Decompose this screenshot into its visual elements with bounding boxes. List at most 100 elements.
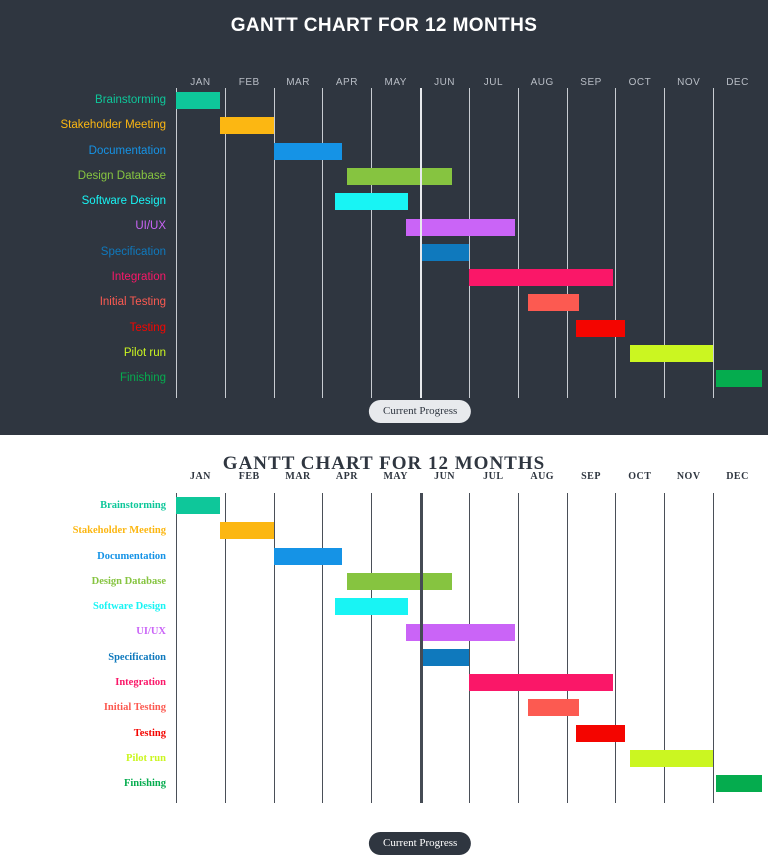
- gantt-row: [176, 594, 762, 619]
- gantt-row: [176, 341, 762, 366]
- gantt-bar-software-design[interactable]: [334, 598, 408, 616]
- gantt-row: [176, 695, 762, 720]
- task-label-initial-testing: Initial Testing: [103, 702, 166, 714]
- month-header-jul: JUL: [483, 77, 504, 88]
- month-header-nov: NOV: [677, 77, 701, 88]
- gantt-bar-stakeholder-meeting[interactable]: [219, 522, 274, 540]
- month-header-may: MAY: [384, 77, 407, 88]
- gantt-row: [176, 493, 762, 518]
- month-header-jan: JAN: [190, 77, 211, 88]
- gantt-bar-finishing[interactable]: [715, 775, 762, 793]
- month-header-sep: SEP: [581, 471, 601, 482]
- task-label-initial-testing: Initial Testing: [99, 296, 166, 309]
- task-label-integration: Integration: [111, 271, 166, 284]
- task-label-column-dark: Brainstorming Stakeholder Meeting Document…: [0, 88, 172, 392]
- gantt-bar-documentation[interactable]: [273, 547, 343, 565]
- month-header-sep: SEP: [580, 77, 602, 88]
- task-label-specification: Specification: [100, 245, 166, 258]
- task-label-software-design: Software Design: [92, 601, 166, 613]
- task-label-brainstorming: Brainstorming: [100, 500, 166, 511]
- month-header-aug: AUG: [530, 471, 555, 482]
- month-axis-dark: JAN FEB MAR APR MAY JUN JUL AUG SEP OCT NOV DEC: [176, 77, 762, 93]
- month-header-dec: DEC: [726, 77, 749, 88]
- month-header-may: MAY: [383, 471, 408, 482]
- task-label-stakeholder-meeting: Stakeholder Meeting: [60, 119, 166, 132]
- gantt-row: [176, 746, 762, 771]
- current-progress-badge-light[interactable]: Current Progress: [369, 832, 472, 855]
- month-header-mar: MAR: [285, 471, 311, 482]
- month-header-mar: MAR: [286, 77, 310, 88]
- gantt-bar-brainstorming[interactable]: [176, 497, 220, 514]
- gantt-row: [176, 569, 762, 594]
- task-label-software-design: Software Design: [81, 195, 166, 208]
- gantt-bar-specification[interactable]: [420, 243, 469, 261]
- gantt-row: [176, 215, 762, 240]
- month-header-jun: JUN: [434, 77, 456, 88]
- task-bar-rows-dark: [176, 88, 762, 398]
- month-header-nov: NOV: [676, 471, 701, 482]
- task-label-brainstorming: Brainstorming: [95, 94, 166, 106]
- gantt-bar-integration[interactable]: [469, 269, 614, 287]
- task-label-finishing: Finishing: [119, 372, 166, 385]
- gantt-bar-testing[interactable]: [576, 724, 626, 742]
- month-header-jan: JAN: [189, 471, 211, 482]
- gantt-row: [176, 620, 762, 645]
- gantt-row: [176, 290, 762, 315]
- current-progress-badge-dark[interactable]: Current Progress: [369, 400, 472, 423]
- month-header-apr: APR: [335, 77, 358, 88]
- month-header-oct: OCT: [628, 77, 652, 88]
- gantt-bar-stakeholder-meeting[interactable]: [219, 117, 274, 135]
- gantt-bar-pilot-run[interactable]: [630, 750, 714, 767]
- task-label-ui-ux: UI/UX: [135, 220, 166, 233]
- gantt-row: [176, 164, 762, 189]
- gantt-bar-initial-testing[interactable]: [527, 699, 579, 717]
- gantt-chart-dark: GANTT CHART FOR 12 MONTHS JAN FEB MAR APR MA…: [0, 0, 768, 435]
- gantt-row: [176, 721, 762, 746]
- gantt-row: [176, 544, 762, 569]
- gantt-row: [176, 518, 762, 543]
- gantt-row: [176, 88, 762, 113]
- task-label-design-database: Design Database: [91, 575, 166, 587]
- gantt-bar-ui-ux[interactable]: [405, 623, 516, 641]
- gantt-bar-specification[interactable]: [420, 648, 469, 666]
- gantt-bar-pilot-run[interactable]: [630, 345, 714, 362]
- task-label-design-database: Design Database: [77, 169, 166, 182]
- gantt-row: [176, 240, 762, 265]
- task-label-pilot-run: Pilot run: [123, 346, 166, 359]
- month-header-dec: DEC: [726, 471, 749, 482]
- gantt-bar-initial-testing[interactable]: [527, 294, 579, 312]
- task-label-testing: Testing: [129, 321, 166, 334]
- gantt-bar-brainstorming[interactable]: [176, 92, 220, 109]
- task-label-ui-ux: UI/UX: [136, 626, 166, 638]
- gantt-bar-documentation[interactable]: [273, 142, 343, 160]
- task-label-integration: Integration: [115, 677, 166, 689]
- gantt-bar-integration[interactable]: [469, 674, 614, 692]
- plot-area-light: [176, 493, 762, 803]
- gantt-row: [176, 366, 762, 391]
- gantt-row: [176, 265, 762, 290]
- current-progress-line-dark: [420, 88, 423, 398]
- month-axis-light: JAN FEB MAR APR MAY JUN JUL AUG SEP OCT NOV DEC: [176, 471, 762, 487]
- task-label-finishing: Finishing: [123, 778, 166, 790]
- current-progress-line-light: [420, 493, 424, 803]
- task-label-stakeholder-meeting: Stakeholder Meeting: [72, 525, 166, 537]
- gantt-bar-finishing[interactable]: [715, 370, 762, 388]
- gantt-row: [176, 316, 762, 341]
- gantt-bar-design-database[interactable]: [346, 572, 452, 590]
- month-header-feb: FEB: [238, 77, 260, 88]
- page-title-dark: GANTT CHART FOR 12 MONTHS: [230, 15, 538, 36]
- gantt-bar-software-design[interactable]: [334, 193, 408, 211]
- month-header-feb: FEB: [238, 471, 260, 482]
- gantt-bar-testing[interactable]: [576, 319, 626, 337]
- gantt-bar-ui-ux[interactable]: [405, 218, 516, 236]
- gantt-row: [176, 189, 762, 214]
- gantt-row: [176, 139, 762, 164]
- gantt-row: [176, 670, 762, 695]
- task-label-documentation: Documentation: [97, 550, 166, 562]
- gantt-bar-design-database[interactable]: [346, 167, 452, 185]
- task-label-pilot-run: Pilot run: [126, 752, 166, 764]
- task-label-specification: Specification: [108, 651, 166, 663]
- month-header-jun: JUN: [434, 471, 456, 482]
- gantt-row: [176, 113, 762, 138]
- task-bar-rows-light: [176, 493, 762, 803]
